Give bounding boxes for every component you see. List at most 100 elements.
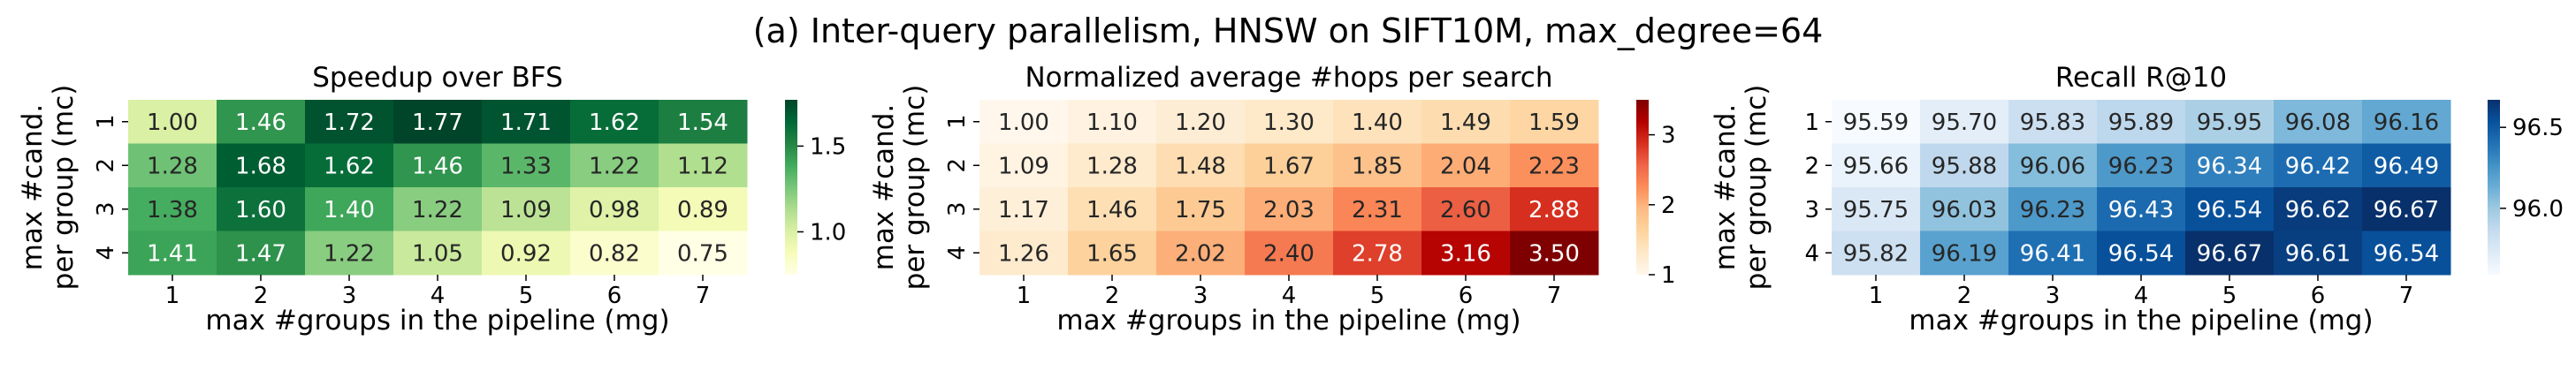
heatmap-cell (659, 143, 748, 188)
cell-value-label: 1.48 (1175, 153, 1226, 179)
heatmap-cell (1920, 143, 2009, 188)
x-tick-label: 5 (1370, 283, 1385, 309)
heatmap-cell (2274, 143, 2363, 188)
x-tick-label: 2 (1957, 283, 1972, 309)
y-axis-label: per group (mc) (48, 85, 80, 291)
x-tick-label: 6 (607, 283, 622, 309)
cell-value-label: 1.30 (1263, 110, 1315, 136)
colorbar-tick-label: 2 (1661, 193, 1676, 219)
cell-value-label: 2.04 (1440, 153, 1491, 179)
cell-value-label: 96.19 (1932, 240, 1997, 267)
colorbar-tick-label: 1.5 (810, 133, 846, 160)
cell-value-label: 95.59 (1843, 110, 1909, 136)
cell-value-label: 96.61 (2285, 240, 2351, 267)
cell-value-label: 1.38 (147, 197, 198, 223)
cell-value-label: 1.65 (1086, 240, 1138, 267)
cell-value-label: 1.40 (324, 197, 375, 223)
x-tick-label: 6 (1459, 283, 1474, 309)
heatmap-cell (1245, 187, 1334, 231)
heatmap-cell (1245, 100, 1334, 144)
cell-value-label: 0.89 (677, 197, 728, 223)
heatmap-cell (482, 231, 571, 276)
heatmap-cell (217, 187, 306, 231)
heatmap-cell (2185, 143, 2275, 188)
heatmap-cell (1333, 231, 1422, 276)
heatmap-cell (1421, 143, 1511, 188)
cell-value-label: 1.71 (500, 110, 552, 136)
y-axis-label: max #cand. (17, 104, 49, 271)
cell-value-label: 96.67 (2374, 197, 2439, 223)
heatmap-cell (2362, 143, 2451, 188)
cell-value-label: 1.62 (324, 153, 375, 179)
x-tick-label: 7 (1547, 283, 1562, 309)
cell-value-label: 1.05 (412, 240, 463, 267)
cell-value-label: 2.03 (1263, 197, 1315, 223)
heatmap-cell (1156, 231, 1246, 276)
heatmap-cell (1832, 143, 1921, 188)
heatmap-cell (1068, 231, 1157, 276)
heatmap-cell (305, 100, 394, 144)
cell-value-label: 2.78 (1352, 240, 1403, 267)
heatmap-cell (2097, 143, 2186, 188)
cell-value-label: 0.98 (589, 197, 640, 223)
heatmap-cell (1068, 143, 1157, 188)
heatmap-cell (1510, 100, 1599, 144)
heatmap-cell (570, 231, 659, 276)
cell-value-label: 1.62 (589, 110, 640, 136)
heatmap-panel-1: Speedup over BFS 1.00 1.46 1.72 1.77 1.71 1.62… (17, 62, 846, 337)
cell-value-label: 1.46 (1086, 197, 1138, 223)
heatmap-cell (1832, 231, 1921, 276)
x-tick-label: 3 (2046, 283, 2061, 309)
heatmap-cell (1920, 187, 2009, 231)
cell-value-label: 1.54 (677, 110, 728, 136)
heatmap-cell (1068, 187, 1157, 231)
heatmap-cell (393, 231, 483, 276)
heatmap-cell (128, 231, 217, 276)
cell-value-label: 1.77 (412, 110, 463, 136)
y-tick-label: 4 (944, 246, 971, 261)
cell-value-label: 1.68 (235, 153, 286, 179)
x-tick-label: 1 (1869, 283, 1884, 309)
cell-value-label: 96.34 (2197, 153, 2262, 179)
heatmap-cell (1920, 231, 2009, 276)
cell-value-label: 1.59 (1528, 110, 1580, 136)
cell-value-label: 0.75 (677, 240, 728, 267)
colorbar-tick-label: 96.0 (2512, 196, 2564, 223)
cell-value-label: 1.22 (324, 240, 375, 267)
heatmap-panels: Speedup over BFS 1.00 1.46 1.72 1.77 1.71 1.62… (17, 62, 2564, 337)
cell-value-label: 1.00 (147, 110, 198, 136)
x-tick-label: 2 (1105, 283, 1120, 309)
cell-value-label: 95.75 (1843, 197, 1909, 223)
x-tick-label: 2 (254, 283, 269, 309)
cell-value-label: 2.02 (1175, 240, 1226, 267)
heatmap-cell (1510, 231, 1599, 276)
heatmap-cell (1245, 231, 1334, 276)
cell-value-label: 1.12 (677, 153, 728, 179)
colorbar-tick-label: 3 (1661, 123, 1676, 149)
cell-value-label: 96.54 (2108, 240, 2174, 267)
heatmap-cell (2185, 187, 2275, 231)
cell-value-label: 96.16 (2374, 110, 2439, 136)
x-tick-label: 3 (342, 283, 357, 309)
cell-value-label: 95.82 (1843, 240, 1909, 267)
heatmap-cell (1333, 143, 1422, 188)
x-tick-label: 3 (1193, 283, 1208, 309)
cell-value-label: 2.31 (1352, 197, 1403, 223)
cell-value-label: 96.06 (2020, 153, 2085, 179)
heatmap-cell (217, 231, 306, 276)
cell-value-label: 1.20 (1175, 110, 1226, 136)
figure-suptitle: (a) Inter-query parallelism, HNSW on SIF… (753, 11, 1824, 50)
panel-title: Speedup over BFS (312, 62, 563, 94)
y-axis-label: per group (mc) (1741, 85, 1772, 291)
heatmap-cell (1421, 100, 1511, 144)
cell-value-label: 0.82 (589, 240, 640, 267)
colorbar (1636, 100, 1649, 275)
cell-value-label: 96.23 (2020, 197, 2085, 223)
x-axis-label: max #groups in the pipeline (mg) (205, 305, 669, 337)
cell-value-label: 3.16 (1440, 240, 1491, 267)
cell-value-label: 2.60 (1440, 197, 1491, 223)
cell-value-label: 1.00 (998, 110, 1049, 136)
heatmap-cell (659, 187, 748, 231)
heatmap-cell (2362, 100, 2451, 144)
